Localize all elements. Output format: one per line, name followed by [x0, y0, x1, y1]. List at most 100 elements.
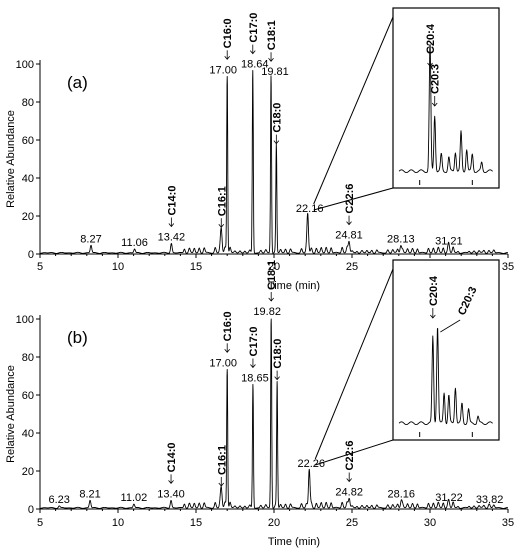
retention-time-label: 18.64: [241, 59, 269, 71]
lipid-label: C16:0: [222, 18, 234, 48]
retention-time-label: 24.81: [335, 230, 363, 242]
retention-time-label: 8.21: [79, 488, 100, 500]
x-tick-label: 20: [268, 517, 280, 529]
zoom-line: [315, 439, 394, 466]
retention-time-label: 13.40: [157, 488, 185, 500]
y-tick-label: 100: [16, 59, 34, 71]
y-axis-title: Relative Abundance: [5, 110, 17, 208]
y-tick-label: 20: [22, 211, 34, 223]
y-axis-title: Relative Abundance: [5, 365, 17, 463]
retention-time-label: 28.16: [388, 488, 416, 500]
zoom-line: [313, 187, 394, 211]
lipid-label: C22:6: [344, 441, 356, 471]
y-tick-label: 100: [16, 314, 34, 326]
retention-time-label: 13.42: [158, 232, 186, 244]
inset-lipid-label: C20:4: [425, 23, 437, 54]
lipid-label: C14:0: [166, 442, 178, 472]
x-tick-label: 15: [190, 261, 202, 273]
retention-time-label: 19.81: [261, 66, 289, 78]
lipid-label: C14:0: [166, 186, 178, 216]
x-tick-label: 10: [112, 517, 124, 529]
lipid-label: C16:0: [222, 311, 234, 341]
inset-arrow: [440, 319, 461, 333]
retention-time-label: 24.82: [335, 487, 363, 499]
inset-frame: [392, 7, 500, 189]
retention-time-label: 28.13: [387, 233, 415, 245]
x-axis-title: Time (min): [268, 536, 320, 548]
peak-arrowhead: [346, 221, 352, 226]
peak-arrowhead: [268, 297, 274, 302]
y-tick-label: 0: [28, 249, 34, 261]
x-tick-label: 10: [112, 261, 124, 273]
lipid-label: C18:1: [266, 20, 278, 50]
x-tick-label: 20: [268, 261, 280, 273]
peak-arrowhead: [218, 482, 225, 487]
lipid-label: C18:1: [266, 260, 278, 290]
inset-arrowhead: [430, 314, 436, 319]
chromatogram-trace: [39, 69, 509, 254]
x-tick-label: 5: [37, 261, 43, 273]
chart-panel-b: 0 20 40 60 80 100 5 10 15 20 25 30 35 Time (min) Relat…: [5, 259, 514, 548]
lipid-label: C17:0: [248, 327, 260, 357]
peak-arrowhead: [168, 480, 174, 485]
peak-arrowhead: [168, 223, 175, 228]
y-tick-label: 40: [22, 173, 34, 185]
lipid-label: C16:1: [216, 445, 228, 475]
retention-time-label: 8.27: [80, 233, 101, 245]
inset-arrowhead: [427, 62, 433, 67]
inset-trace: [398, 327, 493, 426]
zoom-line: [313, 16, 394, 205]
retention-time-label: 31.22: [435, 492, 463, 504]
panel-label: (a): [67, 73, 88, 92]
x-axis-title: Time (min): [268, 280, 320, 292]
retention-time-label: 11.02: [121, 492, 148, 504]
inset-arrowhead: [431, 102, 438, 107]
peak-arrowhead: [346, 478, 352, 483]
y-tick-label: 60: [22, 390, 34, 402]
retention-time-label: 22.16: [296, 203, 324, 215]
peak-arrowhead: [224, 349, 231, 353]
inset-trace: [398, 44, 493, 174]
lipid-label: C18:0: [272, 339, 284, 369]
peak-arrowhead: [273, 140, 280, 145]
peak-arrowhead: [250, 364, 256, 369]
y-tick-label: 20: [22, 466, 34, 478]
retention-time-label: 6.23: [48, 494, 69, 506]
chromatogram-trace: [39, 318, 509, 509]
retention-time-label: 18.65: [241, 373, 269, 385]
lipid-label: C16:1: [216, 186, 228, 216]
y-tick-label: 40: [22, 428, 34, 440]
peak-arrowhead: [218, 223, 225, 228]
retention-time-label: 11.06: [121, 237, 148, 249]
lipid-label: C17:0: [248, 13, 260, 43]
inset-frame: [392, 259, 500, 441]
panel-label: (b): [67, 328, 88, 347]
retention-time-label: 22.26: [297, 458, 325, 470]
x-tick-label: 35: [502, 261, 514, 273]
y-tick-label: 0: [28, 504, 34, 516]
lipid-label: C18:0: [271, 103, 283, 133]
retention-time-label: 31.21: [435, 235, 463, 247]
peak-arrowhead: [224, 56, 231, 60]
inset-lipid-label: C20:4: [428, 275, 440, 306]
x-tick-label: 30: [424, 517, 436, 529]
x-tick-label: 25: [346, 517, 358, 529]
inset-lipid-label: C20:3: [430, 64, 442, 94]
x-tick-label: 35: [502, 517, 514, 529]
x-tick-label: 25: [346, 261, 358, 273]
x-tick-label: 5: [37, 517, 43, 529]
inset-panel: C20:4 C20:3: [392, 7, 500, 189]
y-tick-label: 80: [22, 97, 34, 109]
y-tick-label: 60: [22, 135, 34, 147]
y-tick-label: 80: [22, 352, 34, 364]
retention-time-label: 17.00: [209, 357, 237, 369]
peak-arrowhead: [274, 376, 280, 381]
peak-arrowhead: [249, 50, 256, 55]
peak-arrowhead: [268, 57, 274, 62]
retention-time-label: 33.82: [476, 494, 504, 506]
retention-time-label: 17.00: [209, 64, 237, 76]
lipid-label: C22:6: [344, 184, 356, 214]
x-tick-label: 15: [190, 517, 202, 529]
